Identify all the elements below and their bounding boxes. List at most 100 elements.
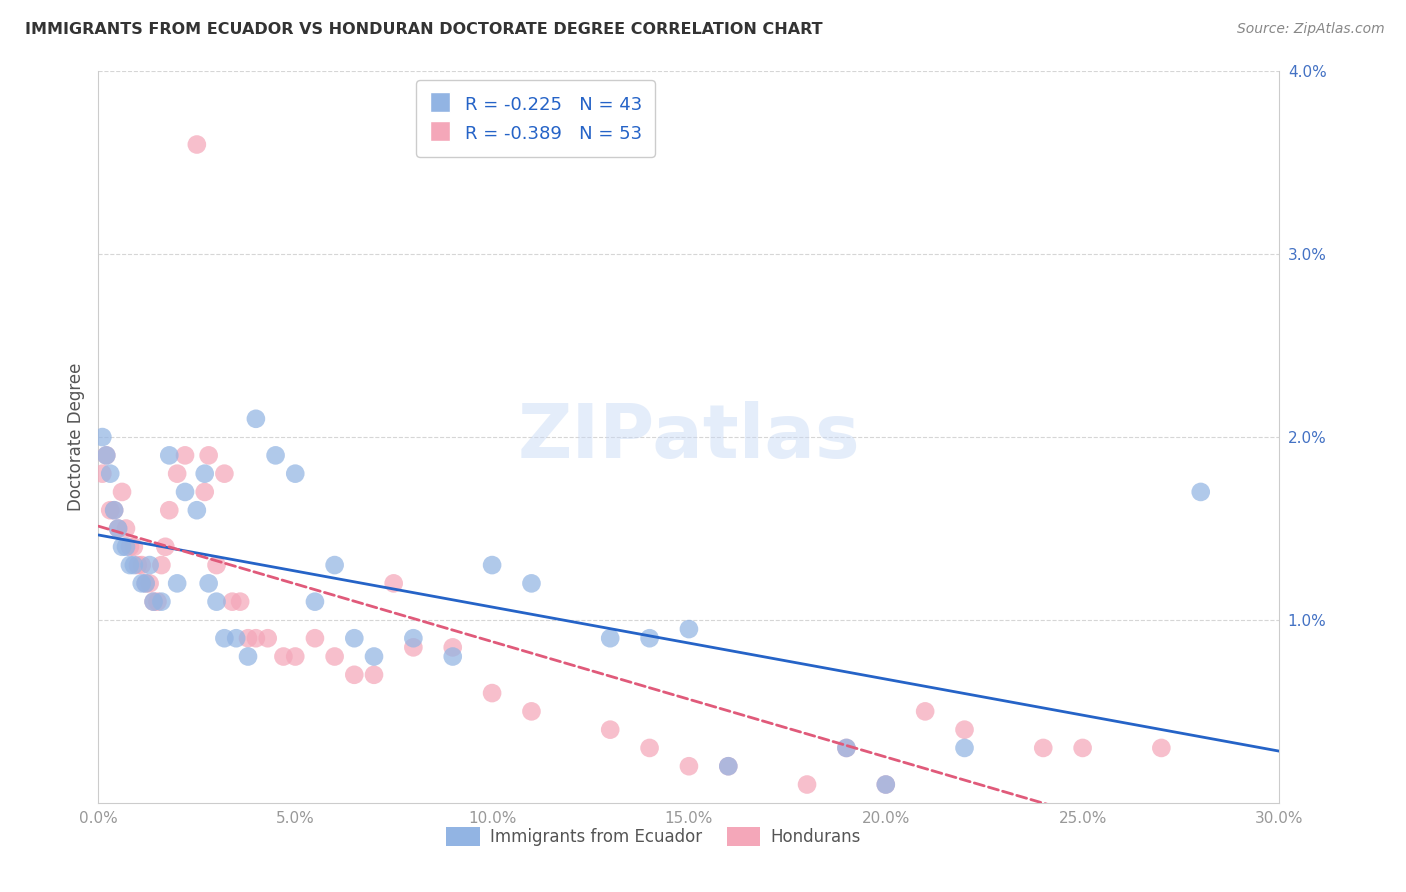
Point: [155, 540, 177, 554]
Point: [107, 521, 129, 535]
Point: [135, 576, 157, 591]
Point: [214, 632, 236, 646]
Point: [875, 778, 897, 792]
Point: [111, 540, 134, 554]
Point: [1189, 485, 1212, 500]
Point: [157, 449, 180, 463]
Point: [717, 759, 740, 773]
Point: [264, 449, 287, 463]
Point: [835, 740, 858, 755]
Point: [638, 632, 661, 646]
Point: [122, 540, 145, 554]
Point: [717, 759, 740, 773]
Point: [363, 649, 385, 664]
Legend: Immigrants from Ecuador, Hondurans: Immigrants from Ecuador, Hondurans: [440, 821, 868, 853]
Point: [91, 467, 114, 481]
Point: [115, 521, 138, 535]
Point: [96, 449, 118, 463]
Point: [150, 558, 173, 573]
Point: [481, 558, 503, 573]
Point: [205, 558, 228, 573]
Point: [157, 503, 180, 517]
Point: [402, 632, 425, 646]
Point: [284, 649, 307, 664]
Point: [103, 503, 125, 517]
Point: [107, 521, 129, 535]
Point: [229, 595, 252, 609]
Point: [402, 640, 425, 655]
Point: [205, 595, 228, 609]
Point: [914, 705, 936, 719]
Point: [166, 576, 188, 591]
Point: [131, 576, 153, 591]
Point: [174, 485, 197, 500]
Point: [186, 137, 208, 152]
Point: [135, 576, 157, 591]
Point: [441, 640, 464, 655]
Point: [197, 449, 219, 463]
Point: [1032, 740, 1054, 755]
Point: [273, 649, 295, 664]
Point: [138, 576, 160, 591]
Point: [118, 540, 141, 554]
Text: ZIPatlas: ZIPatlas: [517, 401, 860, 474]
Point: [678, 759, 700, 773]
Point: [197, 576, 219, 591]
Point: [146, 595, 169, 609]
Point: [194, 467, 217, 481]
Point: [127, 558, 149, 573]
Point: [245, 632, 267, 646]
Point: [323, 558, 346, 573]
Point: [481, 686, 503, 700]
Point: [245, 412, 267, 426]
Point: [236, 649, 259, 664]
Point: [599, 723, 621, 737]
Point: [98, 503, 121, 517]
Point: [520, 705, 543, 719]
Point: [638, 740, 661, 755]
Point: [520, 576, 543, 591]
Point: [194, 485, 217, 500]
Point: [343, 667, 366, 681]
Point: [131, 558, 153, 573]
Point: [122, 558, 145, 573]
Point: [304, 632, 326, 646]
Point: [91, 430, 114, 444]
Point: [363, 667, 385, 681]
Point: [118, 558, 141, 573]
Point: [142, 595, 165, 609]
Point: [953, 740, 976, 755]
Point: [953, 723, 976, 737]
Point: [174, 449, 197, 463]
Point: [441, 649, 464, 664]
Point: [236, 632, 259, 646]
Point: [678, 622, 700, 636]
Point: [875, 778, 897, 792]
Point: [256, 632, 278, 646]
Point: [599, 632, 621, 646]
Point: [115, 540, 138, 554]
Point: [111, 485, 134, 500]
Point: [150, 595, 173, 609]
Point: [1071, 740, 1094, 755]
Point: [98, 467, 121, 481]
Text: Source: ZipAtlas.com: Source: ZipAtlas.com: [1237, 22, 1385, 37]
Point: [343, 632, 366, 646]
Point: [382, 576, 405, 591]
Point: [323, 649, 346, 664]
Point: [835, 740, 858, 755]
Point: [96, 449, 118, 463]
Point: [221, 595, 243, 609]
Point: [186, 503, 208, 517]
Y-axis label: Doctorate Degree: Doctorate Degree: [66, 363, 84, 511]
Point: [304, 595, 326, 609]
Point: [284, 467, 307, 481]
Point: [225, 632, 247, 646]
Point: [166, 467, 188, 481]
Point: [103, 503, 125, 517]
Point: [142, 595, 165, 609]
Text: IMMIGRANTS FROM ECUADOR VS HONDURAN DOCTORATE DEGREE CORRELATION CHART: IMMIGRANTS FROM ECUADOR VS HONDURAN DOCT…: [25, 22, 823, 37]
Point: [1150, 740, 1173, 755]
Point: [796, 778, 818, 792]
Point: [138, 558, 160, 573]
